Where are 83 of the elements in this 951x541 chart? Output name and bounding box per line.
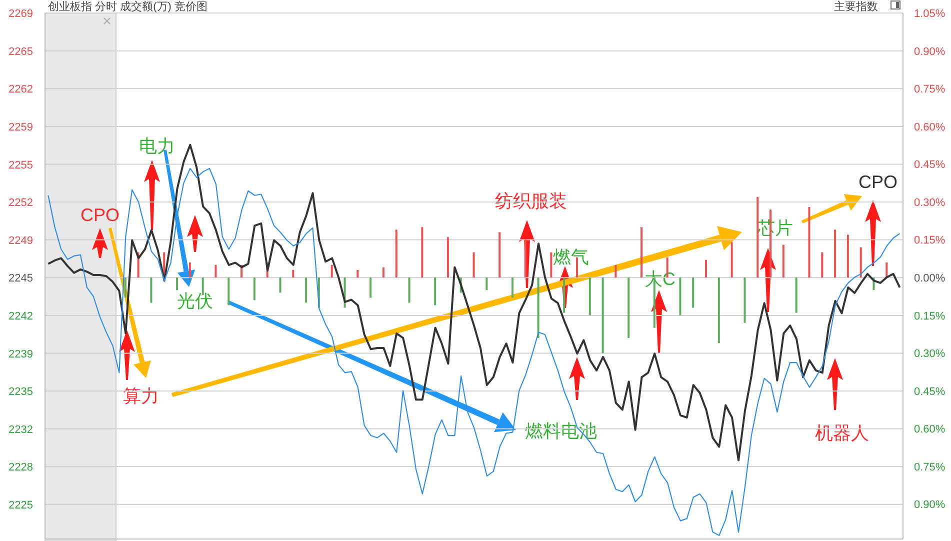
bar xyxy=(886,262,888,278)
y2-tick-label: 1.05% xyxy=(914,8,946,20)
y2-tick-label: 0.15% xyxy=(914,310,946,322)
y2-tick-label: 0.90% xyxy=(914,499,946,512)
y-tick-label: 2249 xyxy=(8,234,33,247)
y2-tick-label: 0.30% xyxy=(914,348,946,360)
y-tick-label: 2225 xyxy=(8,499,33,512)
bar xyxy=(602,278,604,354)
bar xyxy=(550,252,552,278)
bar xyxy=(395,230,398,278)
bar xyxy=(524,240,526,278)
y-tick-label: 2252 xyxy=(8,196,33,209)
y2-tick-label: 0.90% xyxy=(914,46,946,58)
y-tick-label: 2239 xyxy=(8,348,33,360)
y2-tick-label: 0.60% xyxy=(914,424,946,436)
bar xyxy=(356,270,359,278)
annotation: CPO xyxy=(80,205,120,225)
bar xyxy=(472,252,475,278)
bar xyxy=(614,264,617,278)
annotation: 电力 xyxy=(139,136,175,156)
y-tick-label: 2269 xyxy=(8,8,33,20)
bar xyxy=(679,278,682,316)
bar xyxy=(834,230,836,278)
y2-tick-label: 0.00% xyxy=(914,272,946,285)
bar xyxy=(782,244,784,278)
bar xyxy=(808,206,810,278)
bar xyxy=(486,278,488,290)
y2-tick-label: 0.30% xyxy=(914,196,946,209)
bar xyxy=(305,278,308,303)
line-series xyxy=(48,168,900,536)
bar xyxy=(421,227,424,278)
bar xyxy=(292,270,294,278)
bar xyxy=(756,196,759,278)
y-tick-label: 2245 xyxy=(8,272,33,285)
bar xyxy=(498,232,501,278)
y2-tick-label: 0.60% xyxy=(914,121,946,134)
bar xyxy=(511,278,514,298)
bar xyxy=(692,278,694,308)
bar xyxy=(253,278,256,300)
y-tick-label: 2265 xyxy=(8,46,33,58)
y-tick-label: 2255 xyxy=(8,159,33,172)
bar xyxy=(744,278,746,323)
bar xyxy=(705,260,708,278)
y-tick-label: 2262 xyxy=(8,84,33,96)
bar xyxy=(588,278,591,316)
bar xyxy=(188,262,191,278)
y-tick-label: 2242 xyxy=(8,310,33,322)
bar xyxy=(408,278,410,303)
bar xyxy=(176,278,178,290)
bar xyxy=(860,247,862,278)
bar xyxy=(382,267,384,278)
annotation: 光伏 xyxy=(177,291,213,311)
bar xyxy=(795,278,798,313)
bar xyxy=(214,264,217,278)
bar xyxy=(628,278,630,338)
y-tick-label: 2232 xyxy=(8,424,33,436)
y2-tick-label: 0.45% xyxy=(914,386,946,398)
chart-subtitle: 主要指数 xyxy=(834,0,878,13)
chart-title: 创业板指 分时 成交额(万) 竞价图 xyxy=(48,0,208,13)
bar xyxy=(434,278,436,306)
bar xyxy=(821,252,824,278)
y2-tick-label: 0.75% xyxy=(914,461,946,474)
y2-tick-label: 0.45% xyxy=(914,159,946,172)
bar xyxy=(370,278,372,298)
bar xyxy=(730,242,733,278)
y-tick-label: 2235 xyxy=(8,386,33,398)
y-tick-label: 2228 xyxy=(8,462,33,474)
annotation: 燃气 xyxy=(553,247,589,267)
bar xyxy=(228,278,230,306)
bar xyxy=(446,237,449,278)
annotation: CPO xyxy=(858,172,898,192)
bar xyxy=(640,227,643,278)
bar xyxy=(124,278,126,298)
bar xyxy=(718,278,720,344)
bar xyxy=(846,234,849,278)
bar xyxy=(563,278,566,313)
y-tick-label: 2259 xyxy=(8,121,33,134)
y2-tick-label: 0.75% xyxy=(914,84,946,96)
bar xyxy=(150,278,152,303)
bar xyxy=(330,264,333,278)
y2-tick-label: 0.15% xyxy=(914,234,946,247)
bar xyxy=(537,278,540,338)
bar xyxy=(279,278,282,293)
